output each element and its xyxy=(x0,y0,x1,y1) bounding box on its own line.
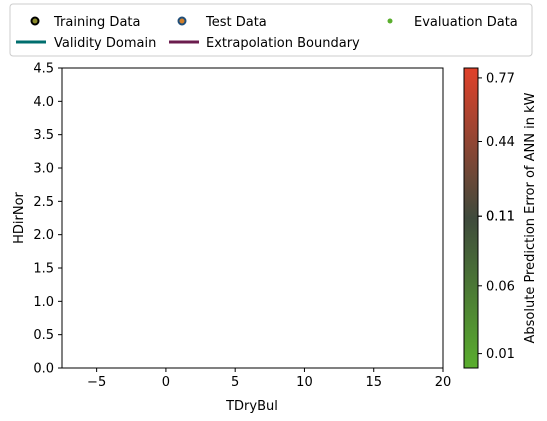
legend-label-test-data: Test Data xyxy=(205,15,267,30)
x-axis-ticks: −5 0 5 10 15 20 xyxy=(87,368,451,390)
colorbar-tick-label: 0.77 xyxy=(486,71,515,86)
plot-axes: −5 0 5 10 15 20 0.0 0.5 1.0 1.5 2.0 2.5 3.0 3.5 4.0 4.… xyxy=(12,62,451,415)
x-tick-label: 5 xyxy=(231,375,239,390)
x-tick-label: 10 xyxy=(296,375,313,390)
legend-item-test-data: Test Data xyxy=(177,15,267,30)
legend-label-extrapolation-boundary: Extrapolation Boundary xyxy=(206,36,360,51)
y-tick-label: 0.5 xyxy=(33,328,54,343)
y-tick-label: 0.0 xyxy=(33,362,54,377)
x-tick-label: 0 xyxy=(162,375,170,390)
y-tick-label: 2.5 xyxy=(33,195,54,210)
legend-item-extrapolation-boundary: Extrapolation Boundary xyxy=(169,36,360,51)
colorbar-gradient xyxy=(463,67,479,369)
x-tick-label: 15 xyxy=(365,375,382,390)
legend: Training Data Test Data Evaluation Data … xyxy=(9,3,533,57)
legend-item-validity-domain: Validity Domain xyxy=(16,36,156,51)
legend-item-evaluation-data: Evaluation Data xyxy=(387,15,518,30)
y-tick-label: 4.5 xyxy=(33,62,54,77)
legend-label-evaluation-data: Evaluation Data xyxy=(414,15,518,30)
y-tick-label: 1.5 xyxy=(33,262,54,277)
legend-label-validity-domain: Validity Domain xyxy=(54,36,156,51)
colorbar-tick-label: 0.06 xyxy=(486,279,515,294)
y-tick-label: 3.5 xyxy=(33,128,54,143)
plot-area xyxy=(61,67,444,369)
y-tick-label: 3.0 xyxy=(33,162,54,177)
y-tick-label: 4.0 xyxy=(33,95,54,110)
legend-item-training-data: Training Data xyxy=(30,15,140,30)
x-tick-label: 20 xyxy=(435,375,452,390)
training-data-marker xyxy=(30,16,40,26)
test-data-marker xyxy=(177,16,187,26)
colorbar-ticks: 0.770.440.110.110.060.01 xyxy=(478,71,515,362)
y-axis-ticks: 0.0 0.5 1.0 1.5 2.0 2.5 3.0 3.5 4.0 4.5 xyxy=(33,62,62,377)
x-axis-label: TDryBul xyxy=(225,399,278,414)
evaluation-data-marker xyxy=(387,18,393,24)
y-tick-label: 1.0 xyxy=(33,295,54,310)
y-tick-label: 2.0 xyxy=(33,228,54,243)
colorbar-tick-label: 0.11 xyxy=(486,210,515,225)
y-axis-label: HDirNor xyxy=(12,191,27,243)
colorbar-tick-label: 0.11 xyxy=(486,210,515,225)
colorbar: 0.770.440.110.110.060.01 Absolute Predic… xyxy=(463,67,538,369)
colorbar-tick-label: 0.44 xyxy=(486,135,515,150)
x-tick-label: −5 xyxy=(87,375,106,390)
colorbar-label: Absolute Prediction Error of ANN in kW xyxy=(523,92,538,343)
colorbar-tick-label: 0.01 xyxy=(486,347,515,362)
legend-frame xyxy=(9,3,533,57)
legend-label-training-data: Training Data xyxy=(53,15,140,30)
